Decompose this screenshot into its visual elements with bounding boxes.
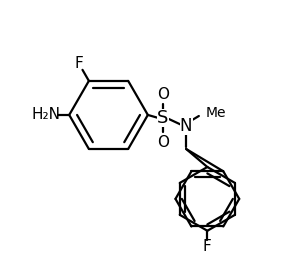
Text: S: S [157,109,168,127]
Text: O: O [157,87,169,102]
Text: O: O [157,135,169,150]
Text: F: F [203,239,212,254]
Text: N: N [180,116,192,135]
Text: Me: Me [205,106,226,120]
Text: F: F [74,56,83,71]
Text: H₂N: H₂N [31,107,60,123]
